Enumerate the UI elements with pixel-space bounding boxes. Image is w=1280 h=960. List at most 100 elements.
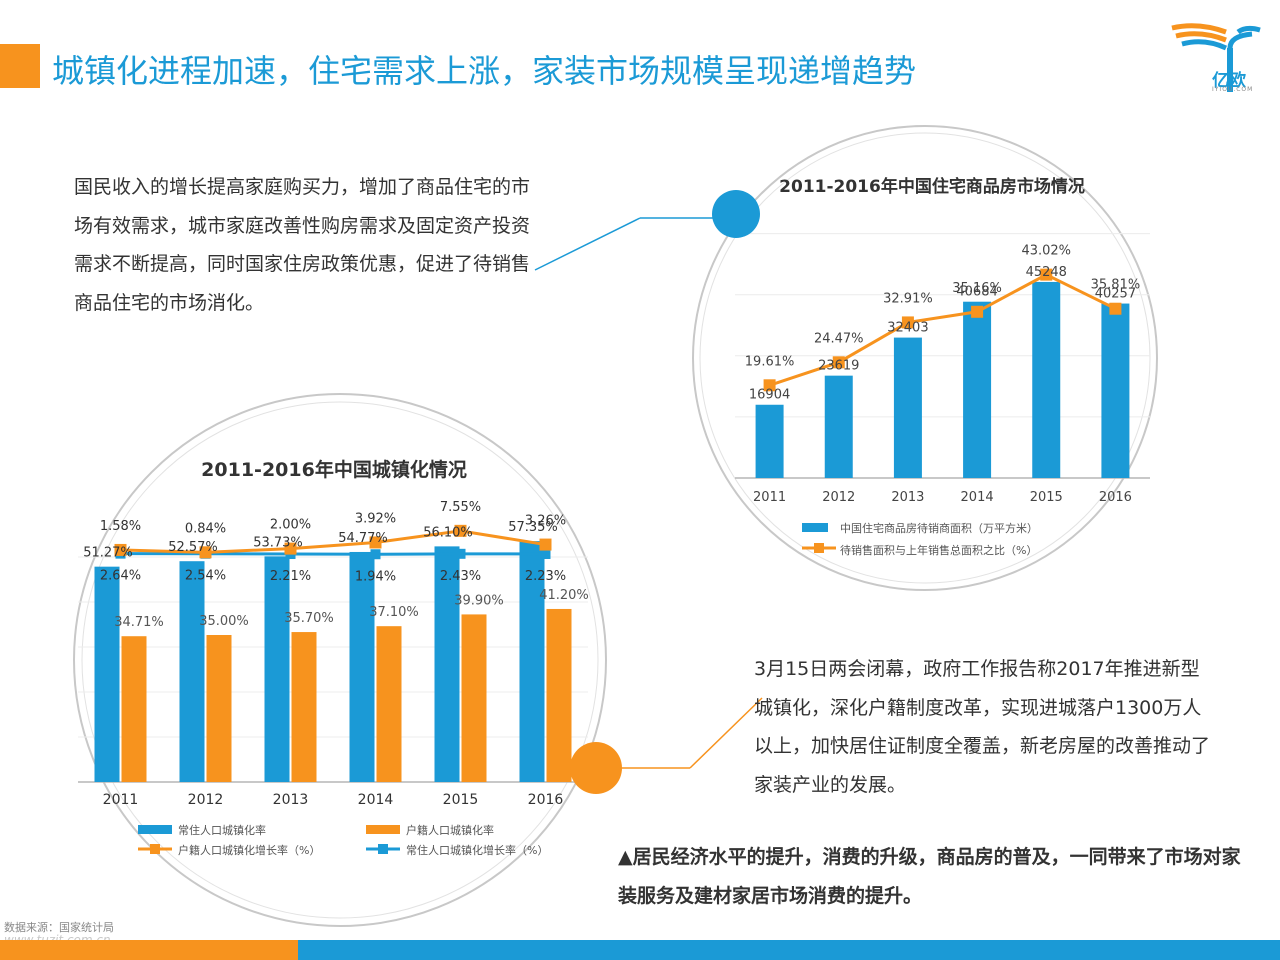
chart1-ratio-line [769, 272, 1117, 387]
chart2-frame-inner [81, 401, 599, 919]
chart1-legend-bar-swatch [802, 523, 828, 532]
chart2-title: 2011-2016年中国城镇化情况 [201, 458, 467, 481]
chart1-title: 2011-2016年中国住宅商品房市场情况 [779, 176, 1085, 197]
footer-bar-blue [298, 940, 1280, 960]
chart1-ratio-point-2011 [763, 379, 776, 392]
connector-line-2 [689, 697, 763, 769]
chart1-bar-label-2013: 32403 [887, 321, 928, 336]
blue-accent-dot [712, 190, 760, 238]
chart1-xtick-2016: 2016 [1099, 490, 1132, 505]
chart2-bar-hukou-2011 [121, 636, 147, 782]
chart2-resident-growth-label-2016: 2.23% [525, 569, 566, 584]
chart2-bar-hukou-2013 [291, 632, 317, 782]
chart2-bar-resident-label-2014: 54.77% [338, 531, 388, 546]
chart2-resident-growth-line [120, 552, 546, 556]
intro-paragraph: 国民收入的增长提高家庭购买力，增加了商品住宅的市场有效需求，城市家庭改善性购房需… [74, 176, 531, 314]
chart2-bar-resident-2015 [434, 546, 460, 782]
chart1-xtick-2015: 2015 [1030, 490, 1063, 505]
chart2-hukou-growth-label-2014: 3.92% [355, 511, 396, 526]
chart2-bar-hukou-label-2013: 35.70% [284, 611, 334, 626]
chart2-bar-resident-label-2015: 56.10% [423, 525, 473, 540]
chart1-ratio-point-2014 [971, 305, 984, 318]
chart2-hukou-growth-point-2012 [199, 546, 212, 559]
chart2-hukou-growth-point-2013 [284, 542, 297, 555]
housing-market-chart: 2011-2016年中国住宅商品房市场情况 16904 23619 32403 406… [692, 125, 1158, 591]
chart2-legend-hukou-swatch [366, 825, 400, 834]
chart1-xtick-2013: 2013 [891, 490, 924, 505]
chart2-resident-growth-point-2016 [540, 548, 551, 559]
chart1-ratio-point-2012 [832, 356, 845, 369]
logo-subtext: IYIOU.COM [1212, 86, 1254, 93]
chart2-xtick-2016: 2016 [528, 792, 564, 808]
chart2-xtick-2013: 2013 [273, 792, 309, 808]
chart1-bar-label-2012: 23619 [818, 359, 859, 374]
data-source: 数据来源：国家统计局 [4, 921, 114, 934]
chart1-ratio-label-2016: 35.81% [1091, 278, 1141, 293]
chart1-ratio-point-2016 [1109, 302, 1122, 315]
chart2-hukou-growth-point-2015 [454, 524, 467, 537]
footer-bar-orange [0, 940, 298, 960]
chart1-bar-2011 [755, 404, 784, 478]
chart2-bar-hukou-label-2016: 41.20% [539, 588, 589, 603]
chart2-bar-hukou-label-2015: 39.90% [454, 593, 504, 608]
chart2-bar-resident-2016 [519, 541, 545, 782]
chart2-hukou-growth-label-2013: 2.00% [270, 518, 311, 533]
chart2-resident-growth-label-2014: 1.94% [355, 569, 396, 584]
title-accent-bar [0, 44, 40, 88]
chart2-legend-resident-label: 常住人口城镇化率 [178, 823, 266, 837]
chart2-bar-hukou-2012 [206, 635, 232, 782]
chart1-ratio-point-2013 [901, 316, 914, 329]
chart2-legend-hukou-growth-label: 户籍人口城镇化增长率（%） [178, 843, 320, 857]
orange-accent-dot [570, 742, 622, 794]
chart2-bar-resident-label-2013: 53.73% [253, 535, 303, 550]
chart2-legend-hukou-label: 户籍人口城镇化率 [406, 823, 494, 837]
chart2-bar-hukou-label-2011: 34.71% [114, 615, 164, 630]
summary-text: ▲居民经济水平的提升，消费的升级，商品房的普及，一同带来了市场对家装服务及建材家… [618, 846, 1241, 907]
chart2-bar-hukou-label-2012: 35.00% [199, 614, 249, 629]
chart1-ratio-label-2014: 35.16% [952, 281, 1002, 296]
chart2-legend-resident-growth-label: 常住人口城镇化增长率（%） [406, 843, 548, 857]
chart2-hukou-growth-label-2015: 7.55% [440, 500, 481, 515]
chart2-xtick-2011: 2011 [103, 792, 139, 808]
chart2-bar-resident-label-2016: 57.35% [508, 520, 558, 535]
chart1-legend-line-marker [814, 543, 824, 553]
chart1-bar-label-2015: 45248 [1026, 265, 1067, 280]
chart2-hukou-growth-point-2011 [114, 543, 127, 556]
chart2-xtick-2014: 2014 [358, 792, 394, 808]
chart1-bar-2014 [963, 301, 992, 478]
chart1-frame-inner [699, 132, 1151, 584]
chart1-xtick-2012: 2012 [822, 490, 855, 505]
chart2-bar-resident-2012 [179, 561, 205, 782]
chart2-bar-hukou-2016 [546, 608, 572, 782]
chart2-resident-growth-point-2015 [455, 548, 466, 559]
connector-line-1 [534, 217, 641, 271]
chart2-bar-hukou-2015 [461, 614, 487, 782]
chart2-bar-resident-2014 [349, 551, 375, 782]
logo-text: 亿欧 [1212, 71, 1246, 91]
chart1-xtick-2014: 2014 [961, 490, 994, 505]
chart2-legend-resident-growth-marker [378, 844, 388, 854]
yiou-logo-icon [1171, 23, 1261, 92]
chart2-bar-resident-label-2011: 51.27% [83, 546, 133, 561]
chart1-legend-line-label: 待销售面积与上年销售总面积之比（%） [840, 543, 1037, 557]
page-title: 城镇化进程加速，住宅需求上涨，家装市场规模呈现递增趋势 [52, 52, 917, 90]
urbanization-chart: 2011-2016年中国城镇化情况 51.27% 34.71% 52.57% 35.0… [73, 393, 607, 927]
chart2-bar-resident-2011 [94, 566, 120, 782]
policy-paragraph: 3月15日两会闭幕，政府工作报告称2017年推进新型城镇化，深化户籍制度改革，实… [754, 658, 1211, 796]
chart2-hukou-growth-label-2011: 1.58% [100, 519, 141, 534]
chart1-bar-2016 [1101, 303, 1130, 478]
chart2-hukou-growth-label-2016: 3.26% [525, 514, 566, 529]
chart1-bar-2013 [893, 337, 922, 478]
chart2-bar-resident-2013 [264, 556, 290, 782]
chart2-bar-hukou-label-2014: 37.10% [369, 605, 419, 620]
chart2-resident-growth-label-2015: 2.43% [440, 569, 481, 584]
chart1-bar-label-2016: 40257 [1095, 287, 1136, 302]
chart2-resident-growth-label-2013: 2.21% [270, 569, 311, 584]
chart2-hukou-growth-point-2016 [539, 538, 552, 551]
chart1-xtick-2011: 2011 [753, 490, 786, 505]
chart1-ratio-label-2012: 24.47% [814, 331, 864, 346]
chart1-ratio-label-2011: 19.61% [745, 354, 795, 369]
chart2-hukou-growth-line [120, 529, 546, 554]
chart1-ratio-point-2015 [1040, 268, 1053, 281]
chart1-ratio-label-2013: 32.91% [883, 291, 933, 306]
